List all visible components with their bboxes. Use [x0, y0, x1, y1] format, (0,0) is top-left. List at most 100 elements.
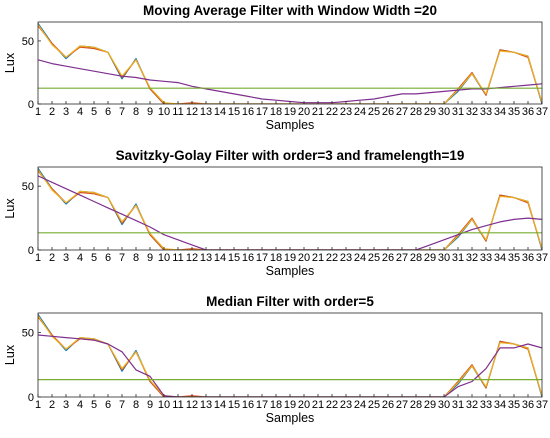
x-tick-label: 22 [326, 252, 338, 264]
x-tick-label: 16 [242, 106, 254, 118]
x-tick-label: 31 [452, 252, 464, 264]
x-tick-label: 21 [312, 399, 324, 411]
x-tick-label: 7 [119, 399, 125, 411]
series-line-2 [38, 316, 542, 397]
x-tick-label: 33 [480, 106, 492, 118]
x-tick-label: 5 [91, 252, 97, 264]
x-tick-label: 35 [508, 399, 520, 411]
x-tick-label: 1 [35, 252, 41, 264]
series-line-3 [38, 24, 542, 104]
x-tick-label: 24 [354, 106, 366, 118]
x-tick-label: 26 [382, 399, 394, 411]
x-tick-label: 21 [312, 252, 324, 264]
x-tick-label: 5 [91, 399, 97, 411]
y-tick-label: 50 [22, 36, 34, 48]
x-axis-label: Samples [266, 411, 315, 425]
x-tick-label: 27 [396, 252, 408, 264]
x-tick-label: 35 [508, 252, 520, 264]
x-tick-label: 19 [284, 106, 296, 118]
x-tick-label: 28 [410, 399, 422, 411]
x-tick-label: 30 [438, 399, 450, 411]
x-tick-label: 33 [480, 252, 492, 264]
x-tick-label: 36 [522, 252, 534, 264]
y-axis-label: Lux [3, 198, 17, 219]
x-tick-label: 8 [133, 399, 139, 411]
y-tick-label: 50 [22, 181, 34, 193]
x-tick-label: 2 [49, 106, 55, 118]
series-line-2 [38, 25, 542, 104]
x-tick-label: 4 [77, 399, 83, 411]
x-tick-label: 31 [452, 106, 464, 118]
series-line-1 [38, 313, 542, 397]
x-axis-label: Samples [266, 118, 315, 132]
x-tick-label: 16 [242, 252, 254, 264]
y-tick-label: 0 [28, 245, 34, 257]
x-tick-label: 9 [147, 399, 153, 411]
x-tick-label: 30 [438, 252, 450, 264]
panel-2: Savitzky-Golay Filter with order=3 and f… [3, 148, 548, 278]
x-tick-label: 13 [200, 106, 212, 118]
x-tick-label: 28 [410, 252, 422, 264]
x-tick-label: 19 [284, 399, 296, 411]
x-tick-label: 20 [298, 399, 310, 411]
series-line-4 [38, 175, 542, 250]
x-tick-label: 27 [396, 106, 408, 118]
x-axis-label: Samples [266, 264, 315, 278]
x-tick-label: 17 [256, 399, 268, 411]
x-tick-label: 4 [77, 252, 83, 264]
x-tick-label: 20 [298, 106, 310, 118]
series-line-1 [38, 167, 542, 250]
series-group [38, 167, 542, 250]
y-tick-label: 50 [22, 327, 34, 339]
x-tick-label: 36 [522, 106, 534, 118]
series-line-1 [38, 22, 542, 104]
x-tick-label: 16 [242, 399, 254, 411]
x-tick-label: 36 [522, 399, 534, 411]
x-tick-label: 3 [63, 252, 69, 264]
x-tick-label: 22 [326, 106, 338, 118]
x-tick-label: 8 [133, 106, 139, 118]
x-tick-label: 8 [133, 252, 139, 264]
x-tick-label: 32 [466, 106, 478, 118]
x-tick-label: 18 [270, 252, 282, 264]
chart-title: Moving Average Filter with Window Width … [143, 3, 437, 18]
x-tick-label: 1 [35, 106, 41, 118]
x-tick-label: 11 [172, 252, 183, 264]
x-tick-label: 31 [452, 399, 464, 411]
x-tick-label: 6 [105, 106, 111, 118]
x-tick-label: 34 [494, 106, 506, 118]
x-tick-label: 11 [172, 399, 183, 411]
x-tick-label: 23 [340, 106, 352, 118]
series-group [38, 313, 542, 397]
x-tick-label: 21 [312, 106, 324, 118]
x-tick-label: 29 [424, 106, 436, 118]
x-tick-label: 28 [410, 106, 422, 118]
x-tick-label: 1 [35, 399, 41, 411]
x-tick-label: 29 [424, 252, 436, 264]
x-tick-label: 9 [147, 106, 153, 118]
x-tick-label: 34 [494, 399, 506, 411]
x-tick-label: 26 [382, 252, 394, 264]
x-tick-label: 7 [119, 106, 125, 118]
x-tick-label: 9 [147, 252, 153, 264]
x-tick-label: 18 [270, 399, 282, 411]
x-tick-label: 15 [228, 106, 240, 118]
x-tick-label: 12 [186, 399, 198, 411]
x-tick-label: 14 [214, 399, 226, 411]
x-tick-label: 10 [158, 252, 170, 264]
x-tick-label: 24 [354, 252, 366, 264]
x-tick-label: 19 [284, 252, 296, 264]
x-tick-label: 20 [298, 252, 310, 264]
x-tick-label: 13 [200, 252, 212, 264]
chart-title: Median Filter with order=5 [206, 294, 374, 309]
series-line-4 [38, 334, 542, 397]
x-tick-label: 25 [368, 106, 380, 118]
y-tick-label: 0 [28, 392, 34, 404]
x-tick-label: 37 [536, 252, 548, 264]
x-tick-label: 6 [105, 399, 111, 411]
x-tick-label: 37 [536, 106, 548, 118]
x-tick-label: 23 [340, 252, 352, 264]
x-tick-label: 12 [186, 106, 198, 118]
